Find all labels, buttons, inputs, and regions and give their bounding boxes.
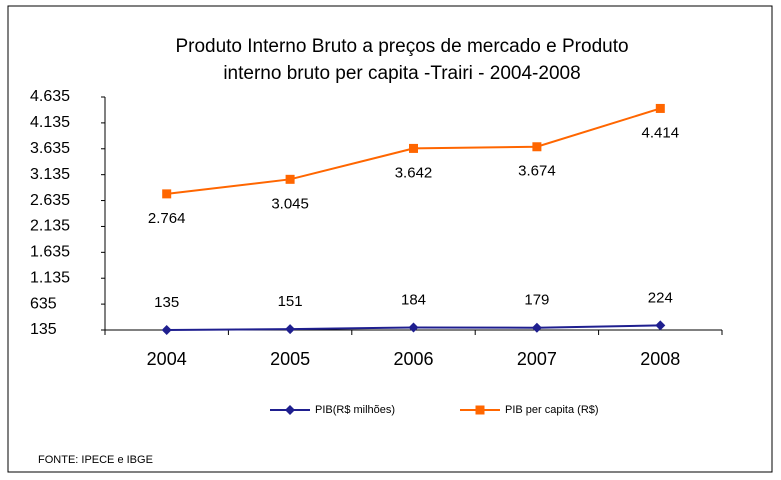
legend-marker <box>285 405 295 415</box>
data-point <box>531 322 542 333</box>
data-label: 2.764 <box>148 210 186 227</box>
data-point <box>285 324 296 335</box>
data-label: 3.045 <box>271 195 309 212</box>
y-tick-label: 1.635 <box>30 244 70 261</box>
y-tick-label: 2.135 <box>30 218 70 235</box>
data-point <box>532 142 542 152</box>
legend-label: PIB(R$ milhões) <box>315 404 395 416</box>
data-label: 184 <box>401 291 426 308</box>
chart-title: Produto Interno Bruto a preços de mercad… <box>175 36 628 57</box>
y-tick-label: 3.635 <box>30 140 70 157</box>
data-point <box>408 322 419 333</box>
x-tick-label: 2004 <box>147 349 187 369</box>
data-label: 179 <box>524 292 549 309</box>
data-label: 3.674 <box>518 163 556 180</box>
y-tick-label: 3.135 <box>30 166 70 183</box>
x-tick-label: 2008 <box>640 349 680 369</box>
data-label: 4.414 <box>642 124 680 141</box>
chart-border <box>7 5 773 473</box>
data-point <box>162 189 172 199</box>
data-label: 151 <box>278 293 303 310</box>
y-tick-label: 4.135 <box>30 114 70 131</box>
y-tick-label: 2.635 <box>30 192 70 209</box>
y-tick-label: 635 <box>30 295 57 312</box>
chart-title: interno bruto per capita -Trairi - 2004-… <box>223 63 580 84</box>
legend-label: PIB per capita (R$) <box>505 404 599 416</box>
data-point <box>285 174 295 184</box>
data-point <box>655 320 666 331</box>
source-note: FONTE: IPECE e IBGE <box>38 454 153 466</box>
x-tick-label: 2005 <box>270 349 310 369</box>
legend-marker <box>475 405 485 415</box>
data-label: 224 <box>648 289 673 306</box>
y-tick-label: 1.135 <box>30 269 70 286</box>
y-tick-label: 135 <box>30 321 57 338</box>
x-tick-label: 2006 <box>393 349 433 369</box>
x-tick-label: 2007 <box>517 349 557 369</box>
y-tick-label: 4.635 <box>30 88 70 105</box>
data-point <box>655 103 665 113</box>
data-point <box>161 325 172 335</box>
data-label: 135 <box>154 294 179 311</box>
data-label: 3.642 <box>395 164 433 181</box>
data-point <box>409 143 418 153</box>
